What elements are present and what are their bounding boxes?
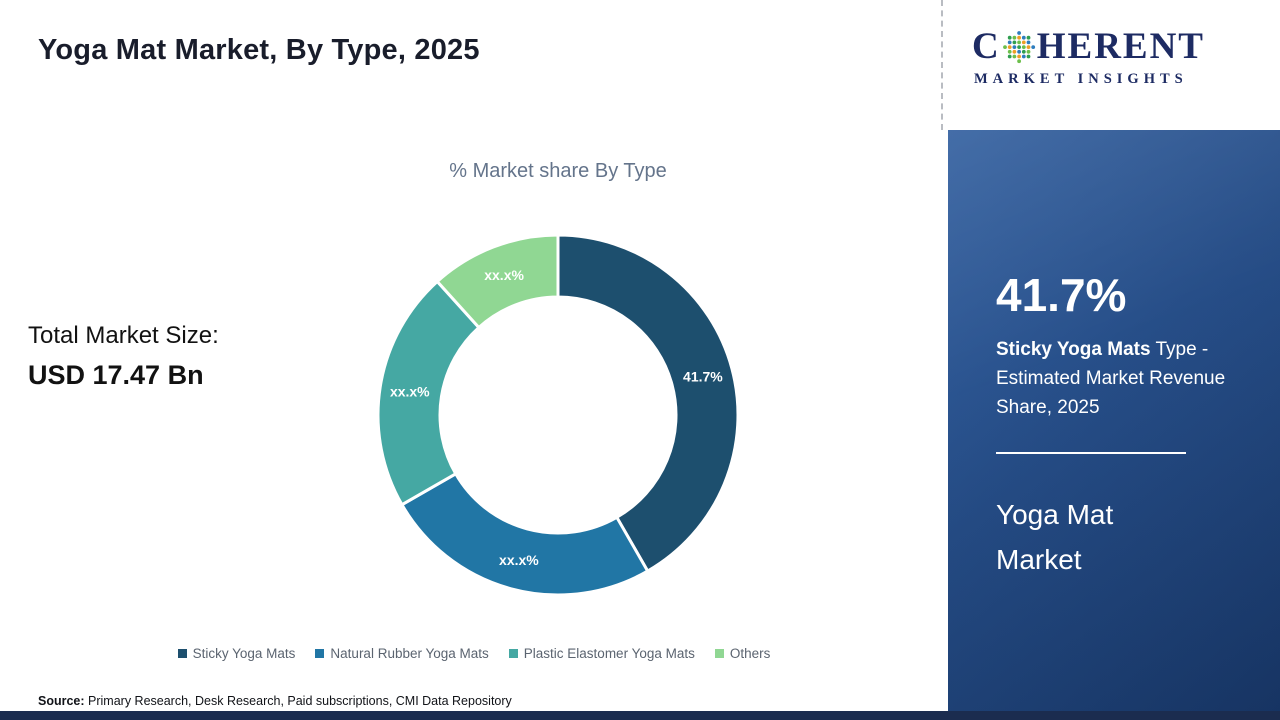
side-panel: 41.7% Sticky Yoga Mats Type - Estimated … bbox=[948, 130, 1280, 712]
donut-chart: 41.7% xx.x% xx.x% xx.x% bbox=[368, 225, 748, 605]
panel-stat-description: Sticky Yoga Mats Type - Estimated Market… bbox=[996, 336, 1228, 423]
segment-label-2: xx.x% bbox=[499, 552, 539, 568]
legend-swatch bbox=[714, 649, 724, 658]
panel-stat-value: 41.7% bbox=[996, 269, 1127, 321]
panel-separator bbox=[996, 452, 1186, 454]
legend-label: Others bbox=[729, 646, 771, 661]
total-market-value: USD 17.47 Bn bbox=[28, 360, 204, 390]
panel-stat-rest: Type - Estimated Market Revenue Share, 2… bbox=[996, 339, 1226, 418]
donut-segment-1 bbox=[556, 233, 740, 574]
legend-swatch bbox=[508, 649, 518, 658]
legend-swatch bbox=[177, 649, 187, 658]
total-market-label: Total Market Size: bbox=[28, 322, 219, 349]
segment-label-1: 41.7% bbox=[683, 368, 723, 384]
donut-segment-4 bbox=[435, 233, 560, 330]
chart-title: % Market share By Type bbox=[449, 160, 667, 182]
segment-label-3: xx.x% bbox=[390, 384, 430, 400]
panel-stat-bold: Sticky Yoga Mats bbox=[996, 339, 1151, 360]
donut-chart-svg: 41.7% xx.x% xx.x% xx.x% bbox=[376, 233, 740, 597]
legend-item: Others bbox=[714, 646, 771, 661]
dotted-globe-icon bbox=[1002, 30, 1035, 63]
logo-rest: HERENT bbox=[1036, 26, 1205, 67]
source-label: Source: bbox=[38, 694, 85, 708]
total-market-block: Total Market Size: USD 17.47 Bn bbox=[28, 322, 219, 391]
legend-item: Natural Rubber Yoga Mats bbox=[315, 646, 489, 661]
legend-label: Plastic Elastomer Yoga Mats bbox=[523, 646, 695, 661]
logo-letter-c: C bbox=[972, 26, 1001, 67]
source-note: Source: Primary Research, Desk Research,… bbox=[38, 694, 512, 708]
dashed-divider bbox=[941, 0, 943, 130]
page-title: Yoga Mat Market, By Type, 2025 bbox=[38, 34, 480, 66]
donut-segment-2 bbox=[399, 471, 650, 597]
chart-legend: Sticky Yoga Mats Natural Rubber Yoga Mats… bbox=[0, 646, 948, 661]
brand-logo-tagline: MARKET INSIGHTS bbox=[974, 71, 1188, 87]
brand-logo-wordmark: C HERENT bbox=[972, 28, 1268, 65]
segment-label-4: xx.x% bbox=[484, 267, 524, 283]
bottom-accent-bar bbox=[0, 711, 1280, 720]
panel-title: Yoga Mat Market bbox=[996, 499, 1114, 576]
legend-item: Sticky Yoga Mats bbox=[177, 646, 296, 661]
brand-logo: C HERENT MARKET INSIGHTS bbox=[972, 28, 1268, 88]
legend-swatch bbox=[315, 649, 325, 658]
legend-label: Natural Rubber Yoga Mats bbox=[330, 646, 489, 661]
source-text: Primary Research, Desk Research, Paid su… bbox=[84, 694, 512, 708]
legend-item: Plastic Elastomer Yoga Mats bbox=[508, 646, 695, 661]
legend-label: Sticky Yoga Mats bbox=[192, 646, 296, 661]
